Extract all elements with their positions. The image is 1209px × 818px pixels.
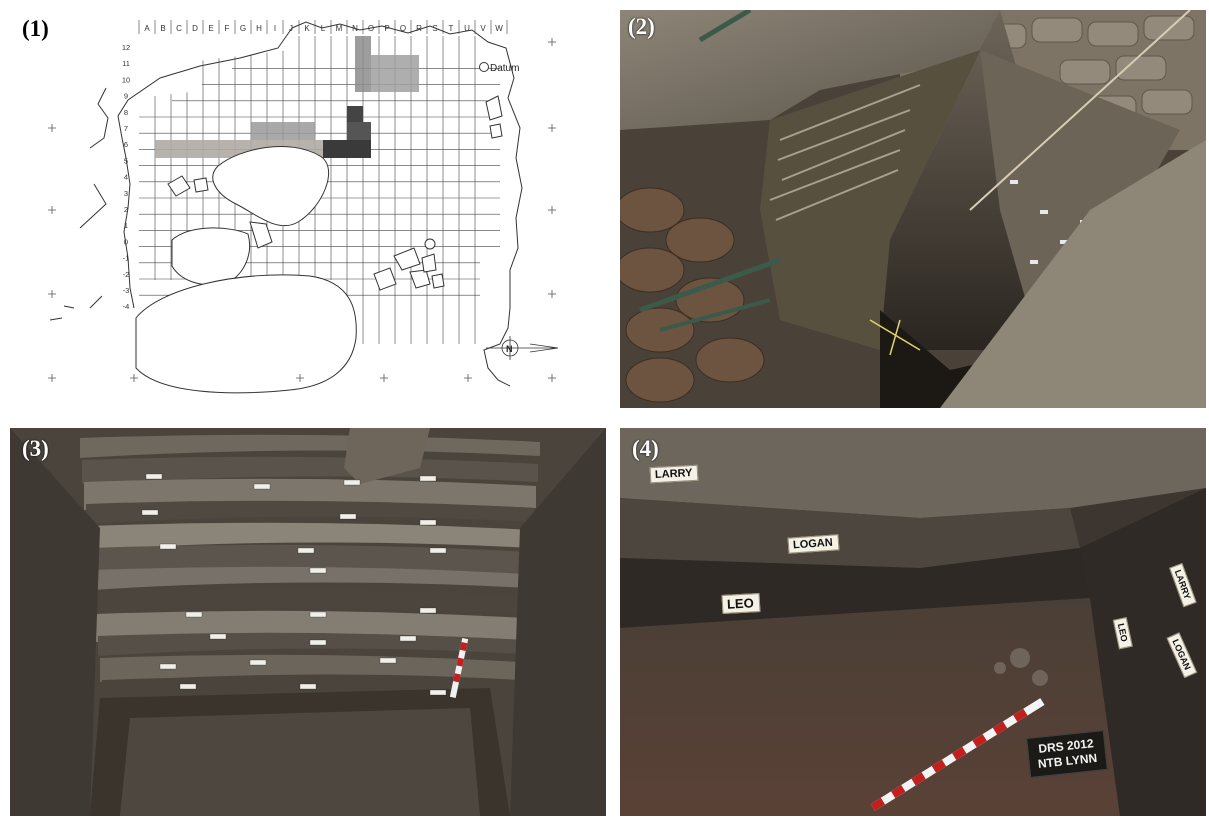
column-letter: E [208, 24, 213, 33]
row-number: -3 [123, 286, 130, 295]
column-letter: R [416, 24, 422, 33]
row-number: 8 [124, 108, 128, 117]
column-letter: K [304, 24, 310, 33]
datum-marker [479, 62, 489, 72]
panel-1-label: (1) [22, 16, 49, 41]
panel-2-photo-excavation-pit: (2) [620, 10, 1206, 408]
column-letter: H [256, 24, 262, 33]
row-number: -2 [123, 270, 130, 279]
panel-3-label: (3) [22, 436, 49, 461]
column-letter: J [289, 24, 293, 33]
panel-4-label: (4) [632, 436, 659, 461]
column-letter: B [160, 24, 165, 33]
column-letter: L [321, 24, 326, 33]
photo-stratigraphy-section [10, 428, 606, 816]
panel-4-photo-labelled-section: (4) LARRY LOGAN LEO LARRY LEO LOGAN DRS … [620, 428, 1206, 816]
cave-outline-left [117, 27, 293, 309]
photo-scale-bar [449, 638, 469, 698]
photo-scale-bar-2 [870, 698, 1045, 811]
row-number: 4 [124, 173, 128, 182]
row-number: 6 [124, 140, 128, 149]
tag-leo: LEO [721, 593, 761, 614]
photo-labelled-section [620, 428, 1206, 816]
row-number: 9 [124, 92, 128, 101]
column-letter: P [384, 24, 389, 33]
column-letter: I [274, 24, 276, 33]
tag-larry: LARRY [649, 464, 699, 484]
cave-outline [291, 21, 523, 387]
row-number: -1 [123, 254, 130, 263]
photo-slate-board: DRS 2012 NTB LYNN [1026, 730, 1108, 778]
row-number: 1 [124, 221, 128, 230]
boulders [135, 95, 503, 394]
column-letter: A [144, 24, 150, 33]
column-letter: C [176, 24, 182, 33]
photo-pit-overview [620, 10, 1206, 408]
panel-3-photo-stratigraphy: (3) [10, 428, 606, 816]
row-number: 2 [124, 205, 128, 214]
row-number: 7 [124, 124, 128, 133]
column-letter: F [225, 24, 230, 33]
column-letter: G [240, 24, 246, 33]
row-number: 11 [122, 59, 130, 68]
column-letter: T [449, 24, 454, 33]
row-number: 12 [122, 43, 130, 52]
row-number: -4 [123, 302, 130, 311]
column-letter: U [464, 24, 470, 33]
column-letter: D [192, 24, 198, 33]
row-number: 10 [122, 75, 130, 84]
row-number: 3 [124, 189, 128, 198]
column-letter: M [336, 24, 343, 33]
column-letter: Q [400, 24, 406, 33]
column-letter: W [495, 24, 503, 33]
north-arrow-label: N [506, 344, 513, 354]
excavated-squares [155, 36, 419, 158]
drip-line [49, 87, 109, 321]
datum-label: Datum [490, 63, 519, 74]
column-letter: V [480, 24, 486, 33]
grid-crosses [48, 38, 556, 382]
panel-2-label: (2) [628, 14, 655, 39]
north-arrow [486, 336, 559, 360]
